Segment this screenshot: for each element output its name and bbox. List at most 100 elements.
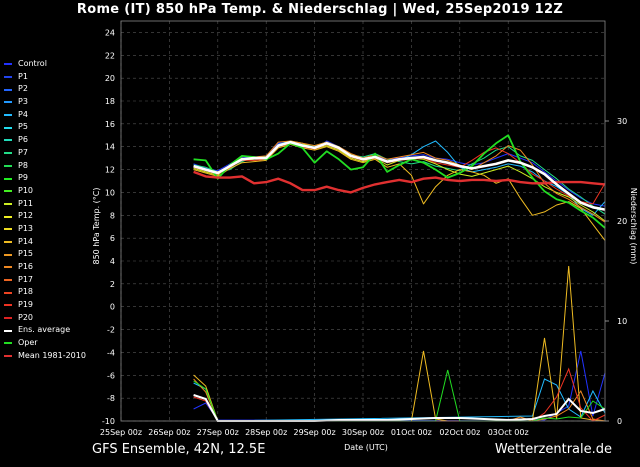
- legend-item: Oper: [4, 337, 86, 350]
- legend-item: P18: [4, 286, 86, 299]
- legend-label: P9: [18, 173, 28, 183]
- legend-swatch: [4, 253, 12, 256]
- precip-line: [193, 378, 606, 422]
- x-axis-label: Date (UTC): [344, 443, 388, 452]
- legend-swatch: [4, 76, 12, 79]
- legend-label: P15: [18, 249, 34, 259]
- precip-line: [193, 367, 606, 422]
- legend-label: P1: [18, 71, 28, 81]
- legend-item: Mean 1981-2010: [4, 350, 86, 363]
- legend-item: P13: [4, 223, 86, 236]
- grid: [120, 21, 605, 422]
- legend-label: Control: [18, 59, 47, 68]
- y-left-tick-label: 24: [105, 28, 115, 37]
- legend-label: P5: [18, 122, 28, 132]
- y-axis-left-label: 850 hPa Temp. (°C): [92, 187, 101, 264]
- y-left-tick-label: -10: [102, 417, 115, 426]
- x-tick-label: 01Oct 00z: [391, 428, 432, 437]
- legend-item: P19: [4, 299, 86, 312]
- legend-item: P5: [4, 121, 86, 134]
- legend-swatch: [4, 215, 12, 218]
- legend-item: P15: [4, 248, 86, 261]
- legend-item: Ens. average: [4, 324, 86, 337]
- precip-line: [193, 378, 606, 422]
- legend-label: P18: [18, 287, 34, 297]
- legend-label: P12: [18, 211, 34, 221]
- legend-swatch: [4, 101, 12, 104]
- legend-item: P2: [4, 83, 86, 96]
- legend-label: P4: [18, 109, 28, 119]
- legend-swatch: [4, 190, 12, 193]
- legend-label: P14: [18, 236, 34, 246]
- x-tick-label: 29Sep 00z: [294, 428, 336, 437]
- legend-swatch: [4, 355, 12, 358]
- legend-item: P11: [4, 198, 86, 211]
- y-left-tick-label: 12: [105, 166, 115, 175]
- y-left-tick-label: 20: [105, 74, 115, 83]
- temperature-line: [193, 140, 606, 216]
- y-left-tick-label: 8: [110, 211, 115, 220]
- y-left-tick-label: -2: [107, 326, 115, 335]
- legend-label: P19: [18, 300, 34, 310]
- legend-swatch: [4, 279, 12, 282]
- legend-swatch: [4, 177, 12, 180]
- y-right-tick-label: 30: [617, 117, 627, 126]
- legend-label: P10: [18, 185, 34, 195]
- x-tick-label: 03Oct 00z: [488, 428, 529, 437]
- legend-swatch: [4, 164, 12, 167]
- legend-item: Control: [4, 58, 86, 71]
- temperature-line: [193, 140, 606, 211]
- legend-label: P16: [18, 262, 34, 271]
- precip-line: [193, 394, 606, 422]
- legend-swatch: [4, 88, 12, 91]
- precip-line: [193, 350, 606, 422]
- legend-label: P8: [18, 160, 28, 170]
- legend-label: P3: [18, 97, 28, 107]
- legend-item: P14: [4, 236, 86, 249]
- legend-label: Mean 1981-2010: [18, 350, 86, 360]
- legend-label: P7: [18, 147, 28, 157]
- legend-label: P2: [18, 84, 28, 94]
- legend-item: P9: [4, 172, 86, 185]
- x-tick-label: 25Sep 00z: [100, 428, 142, 437]
- legend-label: P20: [18, 312, 34, 322]
- temperature-line: [193, 170, 606, 194]
- legend-swatch: [4, 202, 12, 205]
- legend-swatch: [4, 317, 12, 320]
- legend-swatch: [4, 139, 12, 142]
- y-left-tick-label: -6: [107, 371, 115, 380]
- precip-line: [193, 265, 606, 422]
- legend-label: P11: [18, 198, 34, 208]
- legend-swatch: [4, 152, 12, 155]
- legend-item: P8: [4, 160, 86, 173]
- y-left-tick-label: 6: [110, 234, 115, 243]
- y-axis-right-label: Niederschlag (mm): [629, 188, 638, 265]
- y-left-tick-label: 16: [105, 120, 115, 129]
- x-tick-label: 26Sep 00z: [148, 428, 190, 437]
- y-left-tick-label: 22: [105, 51, 115, 60]
- x-tick-label: 28Sep 00z: [245, 428, 287, 437]
- legend-item: P3: [4, 96, 86, 109]
- legend-item: P20: [4, 312, 86, 325]
- y-left-tick-label: 2: [110, 280, 115, 289]
- axes: -10-8-6-4-202468101214161820222401020302…: [100, 20, 627, 437]
- y-left-tick-label: 18: [105, 97, 115, 106]
- temperature-line: [193, 140, 606, 223]
- x-tick-label: 27Sep 00z: [197, 428, 239, 437]
- footer-site-name: Wetterzentrale.de: [494, 442, 612, 457]
- y-left-tick-label: 14: [105, 143, 115, 152]
- legend-label: P13: [18, 223, 34, 233]
- legend-item: P12: [4, 210, 86, 223]
- legend-item: P16: [4, 261, 86, 274]
- legend-item: P17: [4, 274, 86, 287]
- legend-swatch: [4, 126, 12, 129]
- legend-swatch: [4, 228, 12, 231]
- y-right-tick-label: 20: [617, 217, 627, 226]
- legend-item: P4: [4, 109, 86, 122]
- legend-label: Oper: [18, 338, 38, 348]
- legend-swatch: [4, 342, 12, 345]
- precip-lines: [193, 265, 606, 422]
- y-left-tick-label: 4: [110, 257, 115, 266]
- temperature-line: [193, 141, 606, 215]
